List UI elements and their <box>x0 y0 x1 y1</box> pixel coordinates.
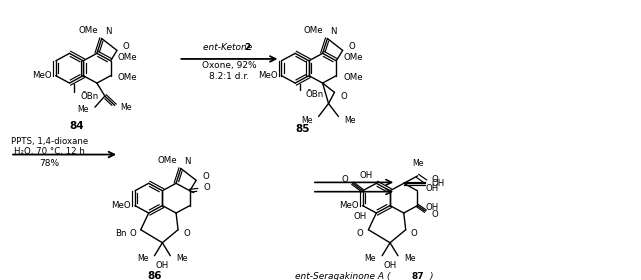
Text: 86: 86 <box>147 271 162 280</box>
Text: O: O <box>431 175 438 184</box>
Text: PPTS, 1,4-dioxane: PPTS, 1,4-dioxane <box>11 137 88 146</box>
Text: ŌBn: ŌBn <box>80 92 99 101</box>
Text: O: O <box>202 172 209 181</box>
Text: OH: OH <box>156 260 169 270</box>
Text: Me: Me <box>365 254 376 263</box>
Text: N: N <box>330 27 337 36</box>
Text: OMe: OMe <box>343 53 363 62</box>
Text: OH: OH <box>359 171 372 180</box>
Text: ent-Ketone: ent-Ketone <box>203 43 255 52</box>
Text: Bn: Bn <box>115 229 127 238</box>
Text: O: O <box>129 229 136 238</box>
Text: O: O <box>411 229 417 238</box>
Text: Me: Me <box>176 254 188 263</box>
Text: OH: OH <box>426 185 438 193</box>
Text: Me: Me <box>78 104 89 114</box>
Text: O: O <box>204 183 210 192</box>
Text: 8.2:1 d.r.: 8.2:1 d.r. <box>209 72 249 81</box>
Text: 87: 87 <box>412 272 424 280</box>
Text: OMe: OMe <box>304 26 323 35</box>
Text: Oxone, 92%: Oxone, 92% <box>202 61 256 70</box>
Text: OH: OH <box>353 212 367 221</box>
Text: MeO: MeO <box>32 71 52 80</box>
Text: OH: OH <box>426 203 438 212</box>
Text: H₂O, 70 °C, 12 h: H₂O, 70 °C, 12 h <box>14 147 85 156</box>
Text: OMe: OMe <box>78 26 97 35</box>
Text: OH: OH <box>431 179 445 188</box>
Text: MeO: MeO <box>258 71 278 80</box>
Text: Me: Me <box>137 254 149 263</box>
Text: 2: 2 <box>244 43 250 52</box>
Text: Me: Me <box>301 116 313 125</box>
Text: ent-Seragakinone A (: ent-Seragakinone A ( <box>295 272 390 280</box>
Text: O: O <box>342 175 348 184</box>
Text: MeO: MeO <box>339 201 359 210</box>
Text: OMe: OMe <box>157 156 177 165</box>
Text: O: O <box>356 229 363 238</box>
Text: OH: OH <box>383 260 397 270</box>
Text: N: N <box>184 157 190 166</box>
Text: O: O <box>349 42 355 51</box>
Text: N: N <box>104 27 111 36</box>
Text: Me: Me <box>412 160 423 169</box>
Text: Me: Me <box>344 116 356 125</box>
Text: O: O <box>431 210 438 220</box>
Text: O: O <box>340 92 347 101</box>
Text: 84: 84 <box>69 121 83 131</box>
Text: OMe: OMe <box>117 73 137 82</box>
Text: O: O <box>123 42 129 51</box>
Text: ŌBn: ŌBn <box>306 90 324 99</box>
Text: 85: 85 <box>296 125 310 134</box>
Text: Me: Me <box>404 254 415 263</box>
Text: 78%: 78% <box>40 159 60 168</box>
Text: OMe: OMe <box>343 73 363 82</box>
Text: MeO: MeO <box>112 201 131 210</box>
Text: ): ) <box>429 272 433 280</box>
Text: OMe: OMe <box>117 53 137 62</box>
Text: Me: Me <box>121 103 132 112</box>
Text: O: O <box>183 229 190 238</box>
